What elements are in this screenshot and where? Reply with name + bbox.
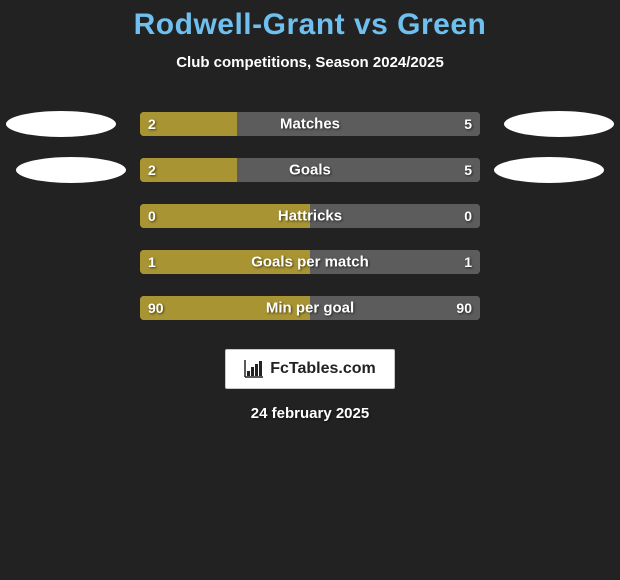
stat-rows: 2 5 Matches 2 5 Goals 0 0 Hattricks 1 1 Goals per m… bbox=[0, 101, 620, 331]
attribution-box: FcTables.com bbox=[225, 349, 395, 389]
attribution-text: FcTables.com bbox=[270, 360, 376, 378]
stat-bar: 2 5 Matches bbox=[140, 112, 480, 136]
stat-value-left: 1 bbox=[148, 254, 156, 270]
chart-area: 2 5 Matches 2 5 Goals 0 0 Hattricks 1 1 Goals per m… bbox=[0, 101, 620, 331]
bar-chart-icon bbox=[244, 360, 264, 378]
date: 24 february 2025 bbox=[0, 405, 620, 422]
stat-bar: 90 90 Min per goal bbox=[140, 296, 480, 320]
stat-bar: 2 5 Goals bbox=[140, 158, 480, 182]
stat-value-right: 1 bbox=[464, 254, 472, 270]
stat-label: Min per goal bbox=[266, 300, 354, 317]
stat-value-left: 2 bbox=[148, 116, 156, 132]
subtitle: Club competitions, Season 2024/2025 bbox=[0, 54, 620, 71]
stat-bar: 1 1 Goals per match bbox=[140, 250, 480, 274]
stat-label: Goals per match bbox=[251, 254, 369, 271]
comparison-infographic: Rodwell-Grant vs Green Club competitions… bbox=[0, 0, 620, 422]
stat-label: Hattricks bbox=[278, 208, 342, 225]
stat-label: Matches bbox=[280, 116, 340, 133]
stat-row: 90 90 Min per goal bbox=[0, 285, 620, 331]
stat-bar-right bbox=[237, 112, 480, 136]
stat-row: 0 0 Hattricks bbox=[0, 193, 620, 239]
stat-value-right: 90 bbox=[456, 300, 472, 316]
stat-bar-right bbox=[237, 158, 480, 182]
stat-value-left: 0 bbox=[148, 208, 156, 224]
stat-value-right: 5 bbox=[464, 162, 472, 178]
stat-row: 1 1 Goals per match bbox=[0, 239, 620, 285]
stat-value-right: 5 bbox=[464, 116, 472, 132]
stat-row: 2 5 Goals bbox=[0, 147, 620, 193]
stat-label: Goals bbox=[289, 162, 331, 179]
stat-value-left: 2 bbox=[148, 162, 156, 178]
stat-value-left: 90 bbox=[148, 300, 164, 316]
stat-bar: 0 0 Hattricks bbox=[140, 204, 480, 228]
stat-value-right: 0 bbox=[464, 208, 472, 224]
page-title: Rodwell-Grant vs Green bbox=[0, 8, 620, 42]
attribution: FcTables.com bbox=[0, 349, 620, 389]
stat-row: 2 5 Matches bbox=[0, 101, 620, 147]
